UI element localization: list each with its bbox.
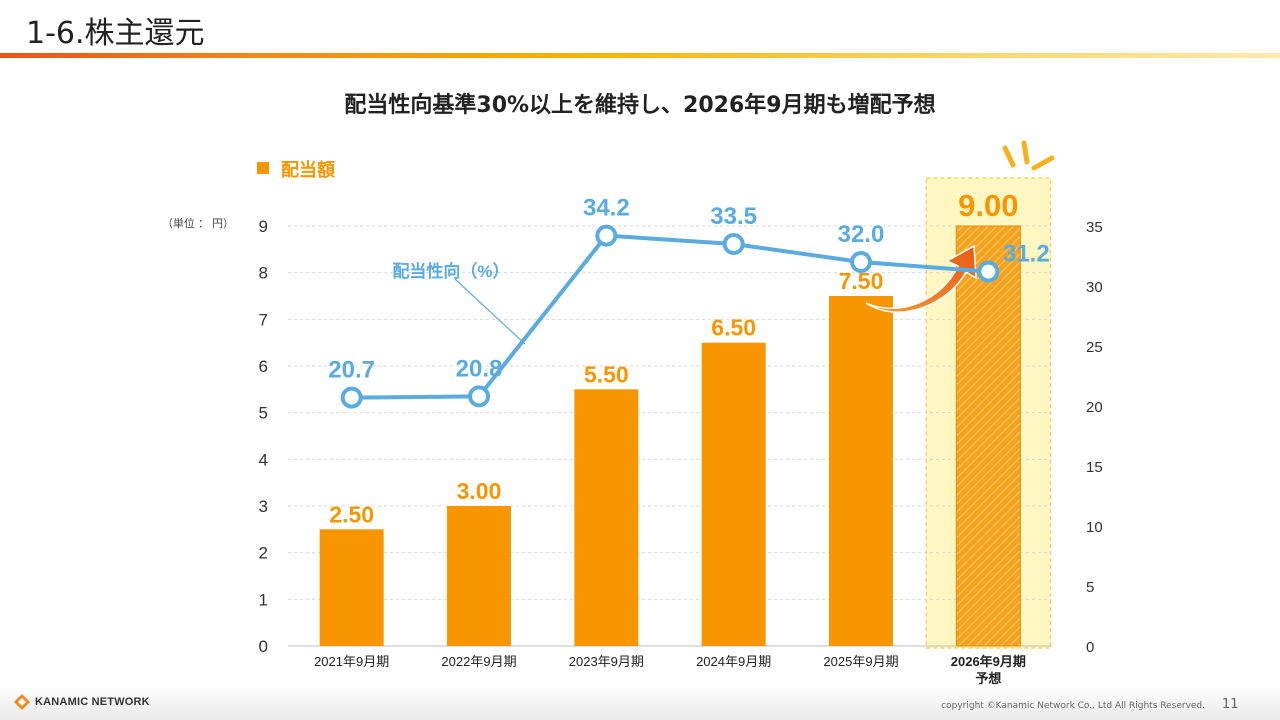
bar-data-label: 7.50 bbox=[839, 268, 884, 294]
unit-label: （単位 ： 円） bbox=[162, 216, 234, 230]
y-tick-label: 9 bbox=[259, 217, 268, 236]
line-data-label: 32.0 bbox=[838, 221, 885, 248]
line-point bbox=[722, 233, 745, 255]
y2-tick-label: 20 bbox=[1086, 399, 1103, 416]
y2-tick-label: 0 bbox=[1086, 639, 1094, 656]
y2-tick-label: 35 bbox=[1086, 219, 1103, 236]
y-tick-label: 4 bbox=[259, 450, 268, 469]
slide-title: 1-6.株主還元 bbox=[26, 16, 205, 51]
bar bbox=[701, 342, 766, 646]
x-tick-label: 2024年9月期 bbox=[696, 654, 771, 669]
y-tick-label: 3 bbox=[259, 497, 268, 516]
line-point bbox=[468, 385, 490, 408]
line-point bbox=[850, 251, 872, 273]
y-tick-label: 1 bbox=[259, 590, 268, 609]
x-tick-label: 2026年9月期 bbox=[951, 654, 1026, 669]
burst-accent-left bbox=[1002, 145, 1016, 168]
y2-tick-label: 30 bbox=[1086, 279, 1103, 296]
logo-text: KANAMIC NETWORK bbox=[35, 696, 150, 708]
y-tick-label: 0 bbox=[259, 637, 268, 656]
page-number: 11 bbox=[1222, 697, 1239, 712]
line-point bbox=[340, 386, 363, 409]
bar-data-label: 9.00 bbox=[958, 188, 1018, 223]
bar bbox=[955, 225, 1021, 647]
line-data-label: 20.8 bbox=[456, 355, 503, 382]
y-tick-label: 7 bbox=[259, 310, 268, 329]
y2-tick-label: 15 bbox=[1086, 459, 1103, 476]
line-callout-leader bbox=[454, 278, 526, 345]
y-tick-label: 6 bbox=[259, 357, 268, 376]
bar-data-label: 6.50 bbox=[711, 315, 756, 341]
growth-arrow bbox=[865, 244, 977, 313]
line-data-label: 34.2 bbox=[583, 195, 630, 222]
line-data-label: 31.2 bbox=[1003, 241, 1050, 268]
bar bbox=[319, 529, 384, 646]
legend-label: 配当額 bbox=[281, 159, 335, 180]
payout-ratio-line bbox=[351, 233, 989, 400]
burst-accent-right bbox=[1031, 155, 1055, 171]
line-series-label: 配当性向（%） bbox=[392, 261, 509, 281]
y2-tick-label: 10 bbox=[1086, 519, 1103, 536]
legend-swatch bbox=[257, 162, 269, 174]
chart-headline: 配当性向基準30%以上を維持し、2026年9月期も増配予想 bbox=[344, 93, 936, 118]
y2-tick-label: 25 bbox=[1086, 339, 1103, 356]
bar bbox=[574, 389, 639, 646]
line-data-label: 20.7 bbox=[328, 357, 375, 384]
line-point bbox=[977, 260, 1000, 283]
x-tick-label: 2021年9月期 bbox=[314, 654, 389, 669]
bar-data-label: 5.50 bbox=[584, 361, 629, 387]
y-tick-label: 5 bbox=[259, 404, 268, 423]
copyright-text: copyright ©Kanamic Network Co., Ltd All … bbox=[941, 701, 1205, 711]
y-tick-label: 2 bbox=[259, 544, 268, 563]
dividend-chart: 0 1 2 3 4 5 6 7 8 9 0 5 10 15 20 25 30 35 （単位 ： 円） 配当額 2021… bbox=[162, 140, 1103, 686]
bar bbox=[447, 506, 511, 646]
y-tick-label: 8 bbox=[259, 264, 268, 283]
forecast-sublabel: 予想 bbox=[975, 671, 1001, 686]
burst-accent-mid bbox=[1021, 140, 1030, 165]
logo-mark-icon bbox=[14, 694, 30, 710]
company-logo: KANAMIC NETWORK bbox=[14, 694, 150, 710]
y2-tick-label: 5 bbox=[1086, 579, 1094, 596]
line-data-label: 33.5 bbox=[710, 203, 757, 230]
bar-data-label: 3.00 bbox=[457, 478, 502, 504]
x-tick-label: 2023年9月期 bbox=[569, 654, 644, 669]
x-tick-label: 2025年9月期 bbox=[823, 654, 898, 669]
bar-data-label: 2.50 bbox=[329, 501, 374, 527]
title-underline bbox=[0, 53, 1280, 58]
line-point bbox=[595, 224, 618, 247]
footer-bar bbox=[0, 686, 1280, 720]
bar bbox=[829, 296, 893, 646]
x-tick-label: 2022年9月期 bbox=[441, 654, 516, 669]
